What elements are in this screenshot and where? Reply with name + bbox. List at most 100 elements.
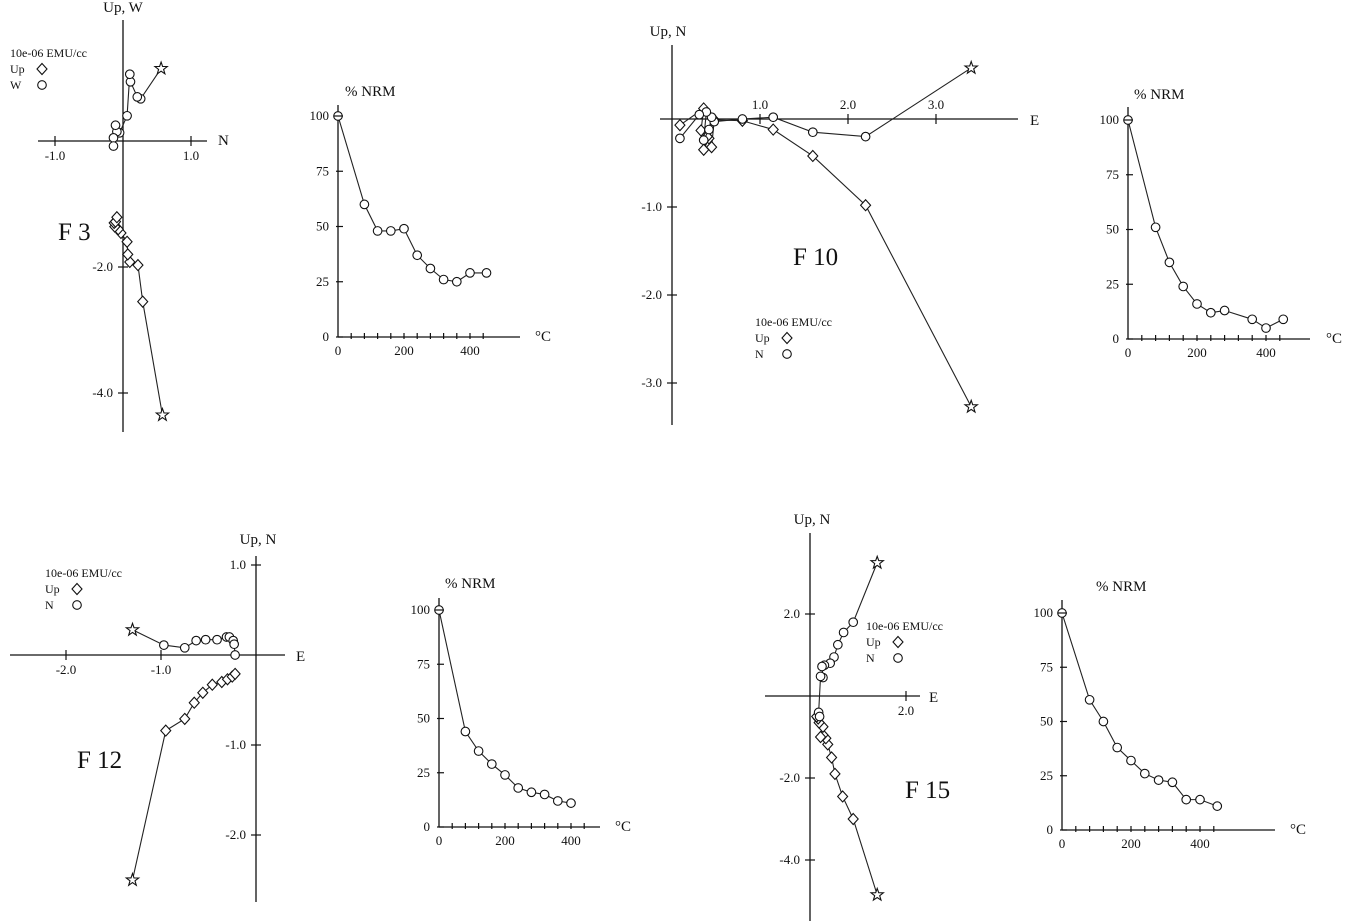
legend-units: 10e-06 EMU/cc [755, 315, 832, 329]
data-point [206, 678, 219, 692]
data-point [188, 696, 200, 710]
chart-f12-nrm: 0 200 400 0 25 50 75 100 % NRM °C [411, 576, 632, 848]
x-tick-label: 400 [460, 343, 480, 358]
data-point [230, 650, 240, 660]
legend-entry-up: Up [866, 635, 881, 649]
data-point [438, 274, 449, 285]
legend-diamond-icon [36, 62, 48, 76]
legend-entry-up: Up [755, 331, 770, 345]
data-point [136, 295, 149, 308]
data-point [829, 767, 841, 781]
legend-diamond-icon [781, 331, 793, 345]
chart-f10: 1.0 2.0 3.0 -1.0 -2.0 -3.0 Up, N E F 10 10e-06 EM… [641, 24, 1039, 425]
data-point [111, 210, 123, 224]
series-nrm [333, 111, 492, 287]
data-point [110, 120, 121, 131]
data-point [160, 724, 172, 737]
legend-circle-icon [37, 80, 47, 90]
series-up [124, 667, 241, 887]
data-point [1261, 323, 1271, 333]
legend-entry-n: N [866, 651, 875, 665]
data-point [359, 199, 370, 210]
y-tick-label: 50 [316, 219, 329, 234]
data-point [197, 686, 209, 700]
legend: 10e-06 EMU/cc Up N [866, 619, 943, 665]
data-point [1247, 314, 1258, 325]
legend-diamond-icon [71, 582, 83, 596]
y-tick-label: 100 [310, 108, 330, 123]
data-point [1150, 222, 1161, 233]
y-tick-label: 0 [424, 819, 431, 834]
y-tick-label: 25 [417, 765, 430, 780]
data-point [1112, 742, 1123, 753]
data-point [513, 783, 524, 793]
y-tick-label: -1.0 [225, 737, 246, 752]
data-point [460, 726, 471, 737]
series-up [810, 710, 885, 902]
data-point [566, 798, 576, 808]
x-axis-label: °C [1290, 822, 1306, 838]
chart-f3: -1.0 1.0 -2.0 -4.0 Up, W N F 3 10e-06 EMU/cc Up W [10, 0, 229, 432]
data-point [1139, 768, 1150, 779]
data-point [768, 112, 779, 123]
specimen-label: F 12 [77, 747, 122, 774]
legend-entry-n: N [45, 598, 54, 612]
x-tick-label: -2.0 [56, 662, 77, 677]
x-tick-label: 1.0 [183, 148, 199, 163]
data-point [500, 770, 510, 780]
start-point-star-icon [154, 406, 171, 422]
series-nrm [1123, 115, 1289, 333]
series-nrm [1057, 608, 1223, 811]
legend-circle-icon [893, 653, 903, 663]
data-point [399, 223, 409, 234]
series-line [1061, 612, 1218, 807]
y-tick-label: 25 [1040, 768, 1053, 783]
y-tick-label: 1.0 [230, 557, 246, 572]
horizontal-axis-label: E [1030, 113, 1039, 129]
data-point [526, 787, 537, 798]
data-point [704, 124, 714, 135]
y-tick-label: 25 [316, 274, 329, 289]
data-point [191, 635, 201, 646]
x-axis-label: °C [615, 819, 631, 835]
data-point [122, 248, 134, 261]
data-point [815, 671, 826, 682]
y-tick-label: 25 [1106, 276, 1119, 291]
legend: 10e-06 EMU/cc Up N [45, 566, 122, 612]
y-tick-label: 0 [1047, 822, 1054, 837]
data-point [229, 667, 241, 681]
data-point [860, 131, 871, 142]
data-point [552, 796, 563, 806]
data-point [832, 639, 843, 650]
specimen-label: F 10 [793, 244, 838, 271]
x-tick-label: 200 [394, 343, 414, 358]
horizontal-axis-label: E [296, 649, 305, 665]
y-tick-label: -2.0 [641, 287, 662, 302]
data-point [1212, 801, 1223, 811]
chart-f3-nrm: 0 200 400 0 25 50 75 100 % NRM °C [310, 84, 552, 358]
data-point [1181, 794, 1192, 805]
data-point [817, 661, 827, 672]
data-point [697, 143, 710, 157]
data-point [200, 634, 211, 645]
y-tick-label: 50 [1040, 714, 1053, 729]
y-tick-label: 75 [417, 656, 430, 671]
data-point [694, 109, 705, 120]
y-tick-label: 75 [316, 163, 329, 178]
series-up [108, 210, 171, 422]
series-up [674, 102, 979, 414]
y-tick-label: -1.0 [641, 199, 662, 214]
data-point [1153, 775, 1164, 785]
chart-f12: -2.0 -1.0 1.0 -1.0 -2.0 Up, N E F 12 10e-06 EMU/… [10, 532, 305, 902]
vertical-axis-label: Up, N [650, 24, 687, 40]
legend-entry-w: W [10, 78, 22, 92]
data-point [425, 263, 436, 274]
start-point-star-icon [963, 59, 979, 75]
data-point [132, 258, 144, 272]
series-line [131, 673, 236, 881]
series-nrm [434, 605, 576, 808]
data-point [674, 118, 686, 132]
data-point [1219, 305, 1230, 316]
x-tick-label: 0 [1059, 836, 1066, 851]
y-tick-label: 75 [1106, 167, 1119, 182]
